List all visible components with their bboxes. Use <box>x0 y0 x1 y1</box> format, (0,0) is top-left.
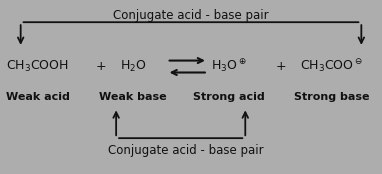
Text: CH$_3$COOH: CH$_3$COOH <box>6 59 69 74</box>
Text: Conjugate acid - base pair: Conjugate acid - base pair <box>113 9 269 22</box>
Text: CH$_3$COO$^\ominus$: CH$_3$COO$^\ominus$ <box>300 58 363 75</box>
Text: H$_2$O: H$_2$O <box>120 59 146 74</box>
Text: Weak base: Weak base <box>99 92 167 102</box>
Text: Weak acid: Weak acid <box>6 92 70 102</box>
Text: +: + <box>275 60 286 73</box>
Text: H$_3$O$^\oplus$: H$_3$O$^\oplus$ <box>210 58 246 75</box>
Text: Conjugate acid - base pair: Conjugate acid - base pair <box>108 144 263 157</box>
Text: +: + <box>96 60 107 73</box>
Text: Strong acid: Strong acid <box>193 92 264 102</box>
Text: Strong base: Strong base <box>294 92 369 102</box>
